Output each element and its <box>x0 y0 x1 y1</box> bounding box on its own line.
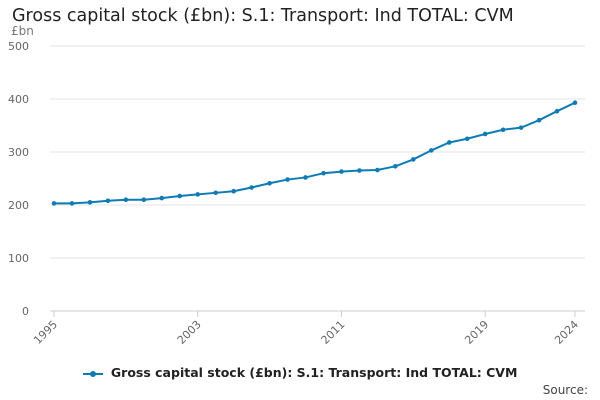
data-point[interactable] <box>213 190 218 196</box>
data-point[interactable] <box>51 201 57 206</box>
data-point[interactable] <box>195 192 201 197</box>
series-layer <box>51 100 578 206</box>
data-point[interactable] <box>285 177 290 182</box>
data-point[interactable] <box>141 197 147 202</box>
gridlines <box>50 45 585 312</box>
data-point[interactable] <box>411 157 416 162</box>
data-point[interactable] <box>249 185 254 190</box>
y-tick-label: 500 <box>8 40 29 53</box>
x-tick-label: 2019 <box>462 318 491 347</box>
y-tick-label: 400 <box>8 93 29 106</box>
y-tick-label: 0 <box>22 305 29 318</box>
data-point[interactable] <box>375 167 380 173</box>
y-tick-label: 200 <box>8 199 29 212</box>
data-point[interactable] <box>303 175 308 180</box>
chart-title: Gross capital stock (£bn): S.1: Transpor… <box>12 6 514 26</box>
data-point[interactable] <box>428 148 434 153</box>
x-tick-label: 2024 <box>552 318 581 347</box>
series-line-0 <box>54 101 576 205</box>
data-point[interactable] <box>87 200 93 205</box>
source-label: Source: <box>542 383 588 397</box>
x-tick-label: 2011 <box>319 318 348 347</box>
data-point[interactable] <box>339 169 344 174</box>
legend-swatch <box>82 368 103 380</box>
x-tick-label: 2003 <box>175 318 204 347</box>
data-point[interactable] <box>554 108 560 114</box>
data-point[interactable] <box>69 201 75 206</box>
data-point[interactable] <box>393 164 398 169</box>
data-point[interactable] <box>231 188 236 194</box>
legend: Gross capital stock (£bn): S.1: Transpor… <box>0 365 600 380</box>
x-tick-label: 1995 <box>31 318 60 347</box>
data-point[interactable] <box>123 197 129 202</box>
data-point[interactable] <box>464 136 470 142</box>
data-point[interactable] <box>518 125 524 130</box>
data-point[interactable] <box>500 127 506 133</box>
x-axis-ticks: 1995 2003 2011 2019 2024 <box>31 311 581 347</box>
data-point[interactable] <box>446 140 452 145</box>
data-point[interactable] <box>105 198 111 204</box>
data-point[interactable] <box>159 195 165 201</box>
y-tick-label: 300 <box>8 146 29 159</box>
legend-marker <box>89 370 96 377</box>
data-point[interactable] <box>536 117 542 123</box>
data-point[interactable] <box>482 131 488 137</box>
data-point[interactable] <box>572 100 578 106</box>
data-point[interactable] <box>267 180 272 186</box>
y-axis-ticks: 0 100 200 300 400 500 <box>8 40 29 318</box>
data-point[interactable] <box>357 168 362 173</box>
y-tick-label: 100 <box>8 252 29 265</box>
data-point[interactable] <box>321 170 326 176</box>
data-point[interactable] <box>177 193 183 199</box>
y-axis-unit-label: £bn <box>11 24 34 38</box>
legend-label: Gross capital stock (£bn): S.1: Transpor… <box>110 365 518 380</box>
